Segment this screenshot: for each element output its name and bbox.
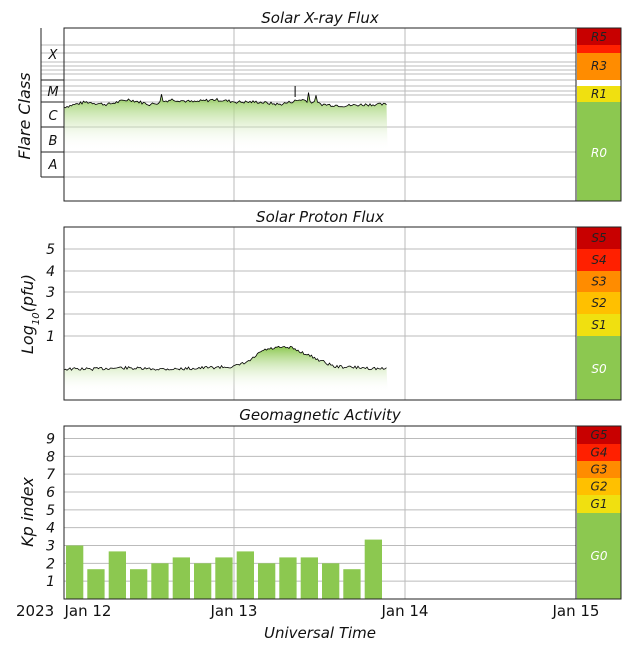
kp-bar	[151, 563, 169, 599]
kp-ylabel: Kp index	[18, 477, 37, 547]
proton-scale-box	[577, 227, 621, 249]
kp-ytick-label: 9	[46, 431, 55, 447]
x-tick-label: Jan 12	[64, 602, 112, 620]
kp-bar	[258, 563, 276, 599]
proton-ytick-label: 2	[46, 307, 55, 323]
proton-scale-label: S1	[591, 318, 606, 332]
kp-bar	[66, 545, 84, 599]
xray-title: Solar X-ray Flux	[261, 9, 379, 27]
kp-scale-label: G4	[591, 446, 608, 460]
kp-bar	[215, 557, 233, 599]
radio-scale-box	[577, 102, 621, 201]
kp-scale-box	[577, 495, 621, 513]
proton-flux-fill	[64, 346, 388, 392]
kp-bar	[108, 551, 126, 599]
kp-scale-box	[577, 426, 621, 444]
radio-scale-box	[577, 86, 621, 102]
kp-bar	[343, 569, 361, 599]
proton-scale-box	[577, 292, 621, 314]
proton-scale-box	[577, 314, 621, 336]
proton-scale-label: S0	[591, 362, 607, 376]
kp-frame	[63, 425, 622, 600]
proton-flux-line	[63, 345, 387, 371]
proton-ytick-label: 3	[46, 285, 55, 301]
radio-scale-box	[577, 28, 621, 45]
proton-plot-area	[63, 345, 388, 392]
kp-bars	[66, 539, 382, 599]
kp-bar	[87, 569, 105, 599]
x-tick-labels: Jan 12 Jan 13 Jan 14 Jan 15	[64, 602, 600, 620]
x-axis-label: Universal Time	[264, 624, 376, 642]
xray-flux-line	[63, 92, 387, 109]
radio-scale-box	[577, 45, 621, 53]
proton-frame	[63, 226, 622, 401]
proton-scale-label: S4	[591, 253, 606, 267]
radiation-storm-scale: S5 S4 S3 S2 S1 S0	[577, 227, 621, 400]
kp-ytick-label: 5	[46, 503, 55, 519]
x-tick-label: Jan 13	[210, 602, 258, 620]
kp-scale-label: G1	[591, 497, 608, 511]
kp-ytick-label: 1	[46, 574, 55, 590]
kp-scale-label: G2	[591, 480, 608, 494]
radio-scale-label: R1	[591, 87, 607, 101]
radio-scale-label: R3	[591, 59, 607, 73]
radio-scale-label: R5	[591, 30, 607, 44]
radio-blackout-scale: R5 R3 R1 R0	[577, 28, 621, 201]
geomagnetic-storm-scale: G5 G4 G3 G2 G1 G0	[577, 426, 621, 599]
kp-ytick-label: 2	[46, 556, 55, 572]
kp-bar	[172, 557, 190, 599]
xray-ylabel: Flare Class	[15, 72, 34, 159]
proton-ylabel: Log10(pfu)	[18, 274, 42, 354]
x-tick-label: Jan 14	[381, 602, 429, 620]
flare-class-label: B	[49, 134, 58, 149]
kp-ytick-labels: 9 8 7 6 5 43 2 1	[46, 431, 55, 590]
proton-ytick-label: 1	[46, 329, 55, 345]
xray-plot-area	[63, 86, 388, 151]
flare-class-label: X	[48, 48, 59, 63]
kp-bar	[300, 557, 318, 599]
year-label: 2023	[16, 602, 54, 620]
kp-scale-label: G3	[591, 463, 608, 477]
kp-bar	[364, 539, 382, 599]
kp-scale-label: G5	[591, 428, 608, 442]
kp-ytick-label: 7	[46, 467, 55, 483]
kp-bar	[236, 551, 254, 599]
proton-scale-label: S3	[591, 275, 606, 289]
kp-bar	[322, 563, 340, 599]
kp-scale-box	[577, 513, 621, 599]
radio-scale-label: R0	[591, 146, 607, 160]
flare-class-label: C	[48, 109, 58, 124]
xray-frame	[63, 27, 622, 202]
kp-scale-box	[577, 461, 621, 478]
proton-scale-box	[577, 336, 621, 400]
kp-ytick-label: 4	[46, 521, 55, 537]
x-tick-label: Jan 15	[552, 602, 600, 620]
radio-scale-box	[577, 53, 621, 80]
kp-bar	[130, 569, 148, 599]
proton-scale-box	[577, 271, 621, 292]
kp-ytick-label: 3	[46, 538, 55, 554]
kp-scale-label: G0	[591, 549, 608, 563]
flare-class-label: A	[48, 158, 58, 173]
kp-scale-box	[577, 444, 621, 461]
proton-title: Solar Proton Flux	[256, 208, 384, 226]
proton-ytick-labels: 5 4 3 2 1	[46, 242, 55, 345]
proton-scale-label: S2	[591, 296, 606, 310]
xray-flux-fill	[64, 92, 388, 151]
kp-ytick-label: 6	[46, 485, 55, 501]
proton-ytick-label: 5	[46, 242, 55, 258]
proton-grid	[64, 227, 576, 400]
kp-ytick-label: 8	[46, 449, 55, 465]
kp-bar	[279, 557, 297, 599]
flare-class-label: M	[47, 85, 58, 100]
kp-title: Geomagnetic Activity	[239, 406, 402, 424]
kp-grid	[64, 426, 576, 599]
kp-scale-box	[577, 478, 621, 495]
kp-bar	[194, 563, 212, 599]
proton-scale-box	[577, 249, 621, 271]
proton-scale-label: S5	[591, 231, 606, 245]
proton-ytick-label: 4	[46, 264, 55, 280]
